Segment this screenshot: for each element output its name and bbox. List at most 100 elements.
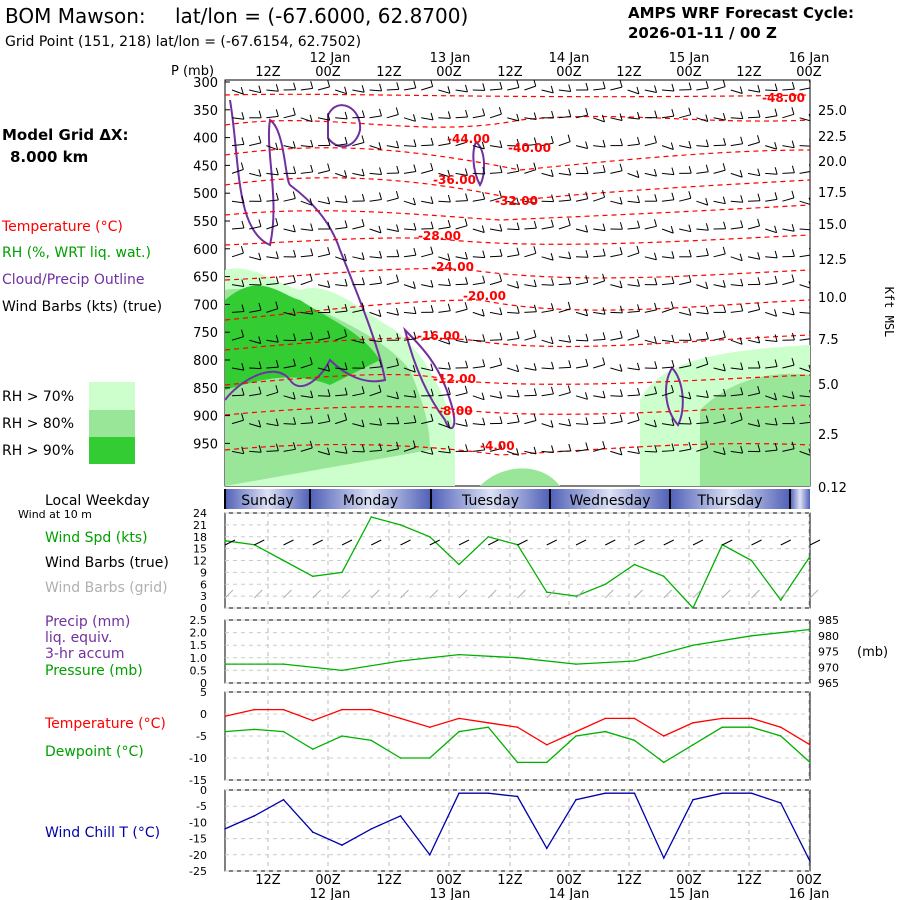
wind-barb [489, 113, 502, 119]
wind-barb-flag [602, 273, 606, 282]
wind-barb-flag [361, 110, 365, 118]
wind-barb [403, 421, 416, 425]
windchill-line-point [458, 792, 460, 795]
wind-barb [266, 308, 278, 313]
wind-barb-flag [773, 392, 777, 401]
wind-barb-flag [327, 447, 331, 455]
wind-barb-flag [241, 220, 245, 229]
wind-barb [335, 335, 347, 341]
wind-barb-flag [533, 137, 537, 145]
wind-barb [300, 171, 313, 174]
wind-barb-flag [310, 223, 314, 231]
wind-barb [335, 394, 348, 397]
wind-barb [352, 392, 365, 397]
wind-barb [438, 423, 450, 429]
wind-barb [386, 88, 399, 91]
wind-barb-flag [481, 392, 485, 400]
wind-barb-flag [533, 246, 537, 254]
wind-barb [765, 256, 778, 259]
wind-barb [541, 89, 554, 94]
weekday-segment [550, 489, 670, 509]
top-tick-label: 00Z [436, 65, 462, 80]
wind-barb-flag [619, 113, 623, 121]
dewpoint-line-point [545, 761, 548, 764]
wind-barb-flag [447, 111, 451, 119]
wind-barb [765, 311, 777, 317]
wind-barb-flag [292, 308, 296, 316]
wind-barb [713, 169, 726, 174]
wind-barb [541, 423, 554, 428]
wind-barb-flag [344, 329, 348, 337]
wind-barb-flag [516, 163, 520, 172]
wind-barb-flag [447, 278, 451, 286]
wind-barb [283, 145, 296, 149]
pressure-tick-label: 300 [193, 76, 218, 91]
grid-wind-barb [253, 589, 263, 599]
y-tick-label: 1.5 [190, 639, 208, 652]
wind-barb [472, 172, 485, 175]
temperature-line-point [662, 735, 665, 737]
wind-barb-flag [309, 357, 313, 365]
wind-barb-flag [464, 302, 468, 310]
wind-barb-flag [344, 86, 348, 94]
wind-barb [507, 228, 520, 231]
wind-barb-flag [412, 440, 416, 448]
wind-barb-flag [327, 196, 331, 205]
pressure-tick-label: 500 [193, 187, 218, 202]
y-tick-label: 0 [200, 708, 207, 721]
wind-barb-flag [499, 357, 503, 366]
wind-barb [730, 200, 743, 203]
wind-speed-line-point [282, 559, 285, 562]
wind-barb-flag [482, 250, 486, 258]
wind-barb [610, 200, 623, 205]
wind-barb-flag [619, 364, 623, 372]
wind-barb [679, 448, 692, 452]
wind-barb [335, 117, 348, 120]
wind-barb-flag [258, 219, 262, 227]
wind-barb-flag [465, 360, 469, 368]
wind-barb-flag [464, 335, 468, 343]
wind-barb [335, 419, 347, 425]
wind-barb-flag [568, 193, 572, 201]
wind-barb-flag [585, 107, 589, 116]
wind-barb-flag [601, 114, 605, 123]
wind-barb [472, 395, 485, 401]
bottom-tick-label: 12Z [736, 873, 762, 888]
wind-barb [524, 336, 537, 341]
wind-barb-flag [602, 332, 606, 340]
wind-barb-flag [774, 443, 778, 451]
bottom-tick-label: 12Z [616, 873, 642, 888]
wind-barb-flag [241, 304, 245, 312]
wind-barb-flag [378, 142, 382, 150]
wind-barb [231, 394, 245, 397]
top-tick-label: 00Z [556, 65, 582, 80]
wind-barb-flag [361, 335, 365, 344]
wind-barb-flag [688, 140, 692, 149]
wind-barb-flag [344, 387, 348, 395]
wind-barb [593, 145, 606, 148]
wind-barb-flag [447, 194, 451, 203]
grid-wind-barb [604, 589, 614, 599]
top-date-label: 16 Jan [789, 51, 830, 66]
surface-wind-barb [400, 539, 411, 546]
wind-barb [644, 393, 657, 397]
wind-barb-flag [550, 252, 554, 261]
wind-barb [558, 172, 571, 176]
y-tick-label: 0 [200, 784, 207, 797]
wind-barb [249, 226, 262, 230]
wind-barb-flag [723, 221, 727, 229]
wind-barb-flag [688, 166, 692, 174]
contour-label: -16.00 [417, 329, 460, 343]
wind-barb [231, 143, 244, 147]
legend-dewpoint-series: Dewpoint (°C) [45, 744, 144, 760]
wind-barb [765, 172, 778, 175]
wind-barb-flag [740, 445, 744, 454]
wind-barb-flag [653, 336, 657, 344]
wind-barb [747, 309, 760, 313]
wind-barb [765, 366, 778, 369]
temperature-line-point [370, 708, 373, 711]
wind-barb [558, 339, 571, 343]
wind-barb [644, 309, 657, 313]
grid-wind-barb [458, 589, 468, 599]
wind-barb-flag [361, 361, 365, 369]
